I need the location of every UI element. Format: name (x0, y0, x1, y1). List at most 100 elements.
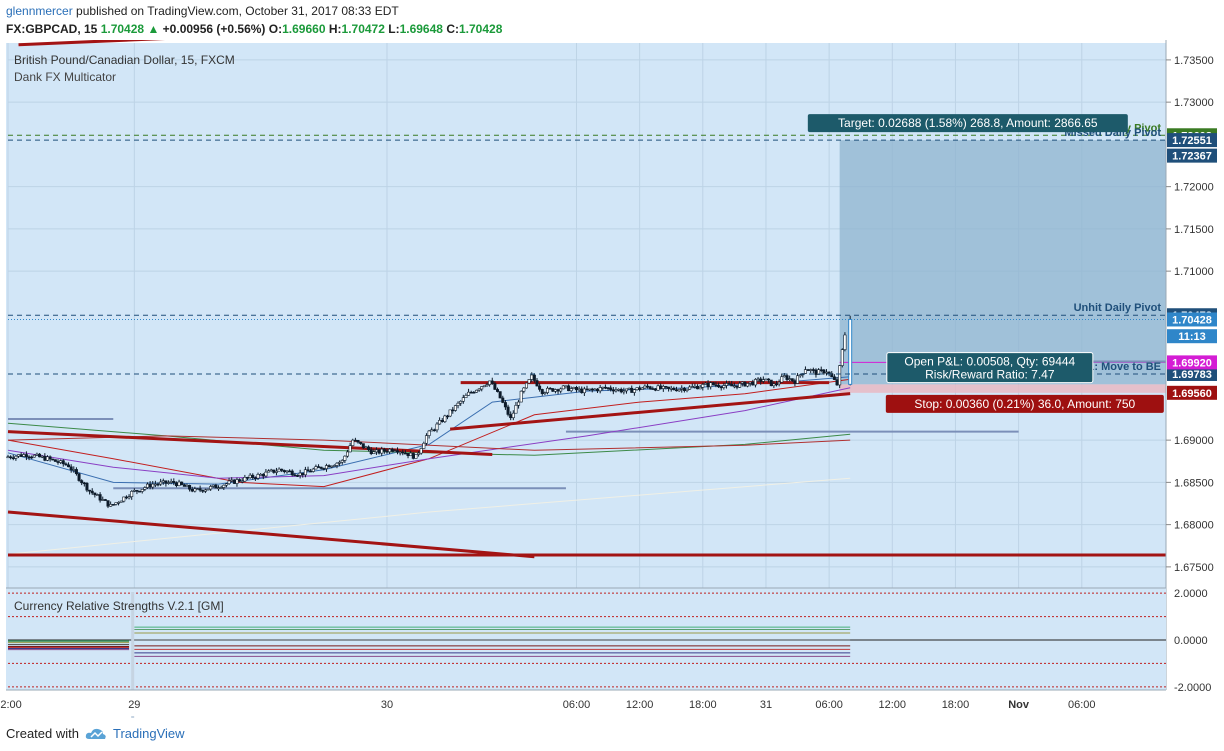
ohlc-bar: FX:GBPCAD, 15 1.70428 ▲ +0.00956 (+0.56%… (6, 22, 502, 36)
x-tick-label: 18:00 (942, 699, 970, 711)
candle-body (74, 469, 78, 475)
candle-body (667, 386, 671, 389)
time-axis[interactable] (6, 690, 1166, 716)
candle-body (777, 381, 781, 385)
y-tick-label: 1.73500 (1174, 55, 1214, 67)
candle-body (93, 492, 97, 496)
candle-body (327, 465, 331, 468)
candle-body (388, 448, 392, 453)
candle-body (40, 455, 44, 458)
y-tick-label: 1.73000 (1174, 97, 1214, 109)
time-axis-ticks: 12:00 29 30 06:00 12:00 18:00 31 06:00 12:00 18:0… (0, 699, 1096, 711)
candle-body (251, 474, 255, 479)
indicator-title: Currency Relative Strengths V.2.1 [GM] (14, 599, 224, 613)
candle-body (614, 389, 618, 392)
candle-body (746, 383, 750, 387)
x-tick-label: 31 (760, 699, 772, 711)
candle-body (169, 481, 173, 483)
candle-body (132, 490, 136, 492)
candle-body (653, 388, 657, 391)
candle-body (474, 389, 478, 393)
candle-body (369, 449, 373, 454)
candle-body (348, 445, 352, 453)
trendline-top-left (18, 40, 166, 47)
candle-body (103, 499, 107, 501)
candle-body (664, 386, 668, 388)
pivot-label: T1: Move to BE (1082, 361, 1161, 373)
candle-body (238, 479, 242, 482)
price-badge (1167, 385, 1217, 400)
change-value: +0.00956 (+0.56%) (162, 22, 266, 36)
candle-body (64, 463, 68, 466)
candle-body (243, 477, 247, 482)
candle-body (824, 371, 828, 374)
candle-body (406, 453, 410, 457)
open-value: 1.69660 (282, 22, 326, 36)
candle-body (443, 415, 447, 423)
candle-body (288, 470, 292, 473)
ema-purple (7, 387, 851, 479)
candle-body (469, 391, 473, 394)
candle-body (35, 453, 39, 456)
candle-body (532, 374, 536, 381)
candle-body (17, 454, 21, 457)
candle-body (159, 481, 163, 485)
candle-body (414, 454, 418, 459)
candle-body (703, 382, 707, 385)
candle-body (303, 469, 307, 476)
candle-body (603, 386, 607, 389)
candle-body (98, 494, 102, 501)
candle-body (732, 385, 736, 388)
symbol-label[interactable]: FX:GBPCAD, 15 (6, 22, 98, 36)
candle-body (130, 491, 134, 498)
candle-body (356, 439, 360, 443)
candle-body (209, 486, 213, 490)
price-badge (1167, 312, 1217, 327)
published-text: published on TradingView.com, October 31… (76, 4, 399, 18)
candle-body (148, 483, 152, 488)
candle-body (640, 387, 644, 390)
candle-body (264, 471, 268, 477)
candle-body (688, 386, 692, 390)
price-badge (1167, 366, 1217, 381)
trendlines (7, 40, 1166, 559)
candle-body (759, 378, 763, 382)
candle-body (756, 378, 760, 381)
candle-body (324, 465, 328, 469)
candle-body (727, 383, 731, 385)
legend-instrument: British Pound/Canadian Dollar, 15, FXCM (14, 53, 235, 67)
candle-body (245, 477, 249, 479)
candle-body (135, 490, 139, 492)
candle-body (32, 454, 36, 458)
candle-body (61, 460, 65, 465)
candle-body (517, 401, 521, 406)
candle-body (127, 496, 131, 499)
candle-body (195, 488, 199, 490)
price-badge-label: 11:13 (1178, 331, 1206, 343)
candle-body (698, 386, 702, 390)
candle-body (311, 468, 315, 472)
candle-body (106, 500, 110, 507)
candle-body (790, 378, 794, 381)
candle-body (593, 388, 597, 391)
author-link[interactable]: glennmercer (6, 4, 73, 18)
candle-body (6, 456, 10, 459)
candle-body (156, 483, 160, 486)
candle-body (230, 479, 234, 482)
candle-body (619, 388, 623, 393)
candle-body (153, 483, 157, 486)
candle-body (140, 488, 144, 492)
candle-body (111, 504, 115, 506)
candle-body (419, 448, 423, 454)
candle-body (374, 449, 378, 453)
candle-body (577, 388, 581, 391)
stop-label-bg (885, 394, 1164, 413)
candle-body (314, 466, 318, 470)
candle-body (24, 454, 28, 458)
candle-body (509, 414, 513, 419)
candle-body (235, 479, 239, 484)
candle-body (385, 450, 389, 453)
candle-body (627, 387, 631, 390)
tradingview-link[interactable]: TradingView (112, 726, 185, 741)
